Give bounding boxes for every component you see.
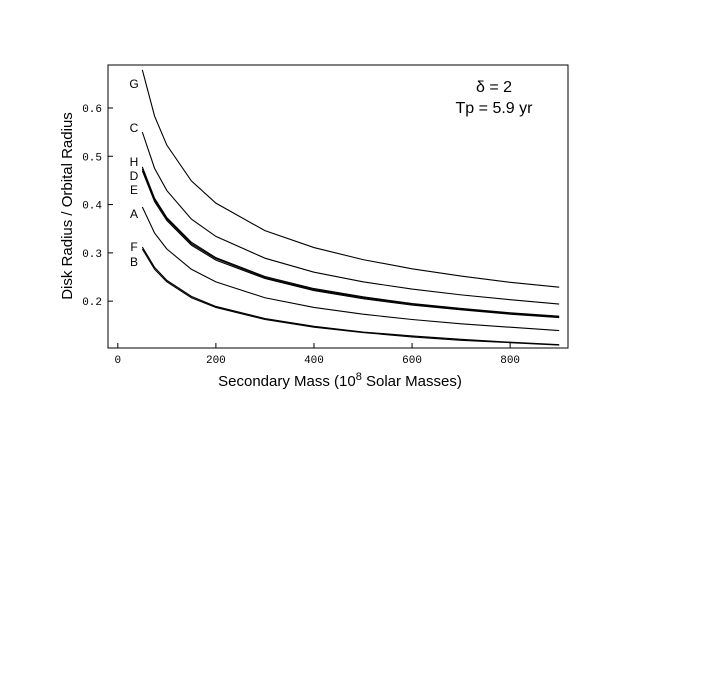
y-tick-label: 0.2 <box>82 297 102 309</box>
series-line <box>141 168 560 318</box>
plot-frame <box>107 64 569 349</box>
series-label: G <box>129 77 138 91</box>
x-tick-label: 400 <box>304 355 324 367</box>
annotation: Tp = 5.9 yr <box>456 100 534 117</box>
series-label: D <box>130 169 139 183</box>
y-tick-label: 0.4 <box>82 201 102 213</box>
series-label: F <box>130 240 137 254</box>
series-label: H <box>130 155 139 169</box>
x-tick-label: 0 <box>115 355 122 367</box>
series-line <box>141 170 560 319</box>
x-tick-label: 800 <box>500 355 520 367</box>
y-axis-label: Disk Radius / Orbital Radius <box>59 112 76 300</box>
series-line <box>141 248 560 346</box>
series-line <box>141 246 560 346</box>
y-tick-label: 0.3 <box>82 249 102 261</box>
y-tick-label: 0.5 <box>82 152 102 164</box>
x-axis-label-part: Solar Masses) <box>362 373 462 390</box>
y-tick-label: 0.6 <box>82 104 102 116</box>
series-line <box>141 69 560 288</box>
x-tick-label: 200 <box>206 355 226 367</box>
series-label: C <box>130 121 139 135</box>
series-label: A <box>130 207 138 221</box>
annotation: δ = 2 <box>476 79 512 96</box>
x-axis-label-part: Secondary Mass (10 <box>218 373 356 390</box>
series-label: E <box>130 183 138 197</box>
series-line <box>141 131 560 305</box>
series-label: B <box>130 255 138 269</box>
series-line <box>141 166 560 317</box>
x-tick-label: 600 <box>402 355 422 367</box>
series-line <box>141 206 560 332</box>
x-axis-label: Secondary Mass (108 Solar Masses) <box>218 371 462 390</box>
x-axis-label-exponent: 8 <box>356 371 362 383</box>
